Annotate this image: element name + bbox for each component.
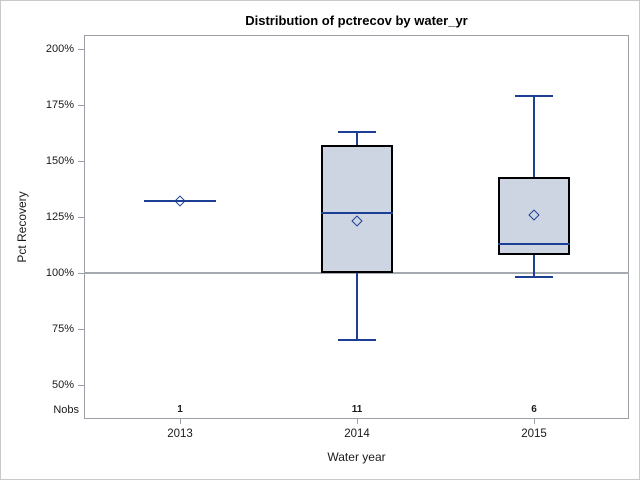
nobs-value: 11 xyxy=(351,404,363,415)
x-tick-label: 2014 xyxy=(344,428,370,440)
x-tick-label: 2015 xyxy=(521,428,547,440)
y-tick-mark xyxy=(78,217,84,218)
median-line xyxy=(498,243,570,245)
y-tick-label: 100% xyxy=(45,267,74,279)
y-tick-label: 175% xyxy=(45,99,74,111)
nobs-value: 6 xyxy=(531,404,537,415)
y-tick-label: 200% xyxy=(45,43,74,55)
x-axis-label: Water year xyxy=(327,450,386,464)
x-tick-mark xyxy=(534,419,535,424)
y-tick-mark xyxy=(78,273,84,274)
x-tick-label: 2013 xyxy=(167,428,193,440)
box xyxy=(321,145,393,273)
whisker-cap xyxy=(338,339,376,341)
y-tick-label: 75% xyxy=(51,323,74,335)
y-tick-label: 125% xyxy=(45,211,74,223)
x-tick-mark xyxy=(180,419,181,424)
nobs-row-label: Nobs xyxy=(53,404,79,416)
nobs-value: 1 xyxy=(177,404,183,415)
whisker-cap xyxy=(515,95,553,97)
median-line xyxy=(144,200,216,202)
median-line xyxy=(321,212,393,214)
chart-title: Distribution of pctrecov by water_yr xyxy=(245,13,468,28)
y-tick-mark xyxy=(78,161,84,162)
y-tick-label: 50% xyxy=(51,379,74,391)
y-tick-mark xyxy=(78,49,84,50)
y-tick-mark xyxy=(78,385,84,386)
y-tick-mark xyxy=(78,329,84,330)
y-axis-label: Pct Recovery xyxy=(15,191,29,263)
y-tick-label: 150% xyxy=(45,155,74,167)
x-tick-mark xyxy=(357,419,358,424)
y-tick-mark xyxy=(78,105,84,106)
whisker-cap xyxy=(338,131,376,133)
box xyxy=(498,177,570,255)
whisker-cap xyxy=(515,276,553,278)
